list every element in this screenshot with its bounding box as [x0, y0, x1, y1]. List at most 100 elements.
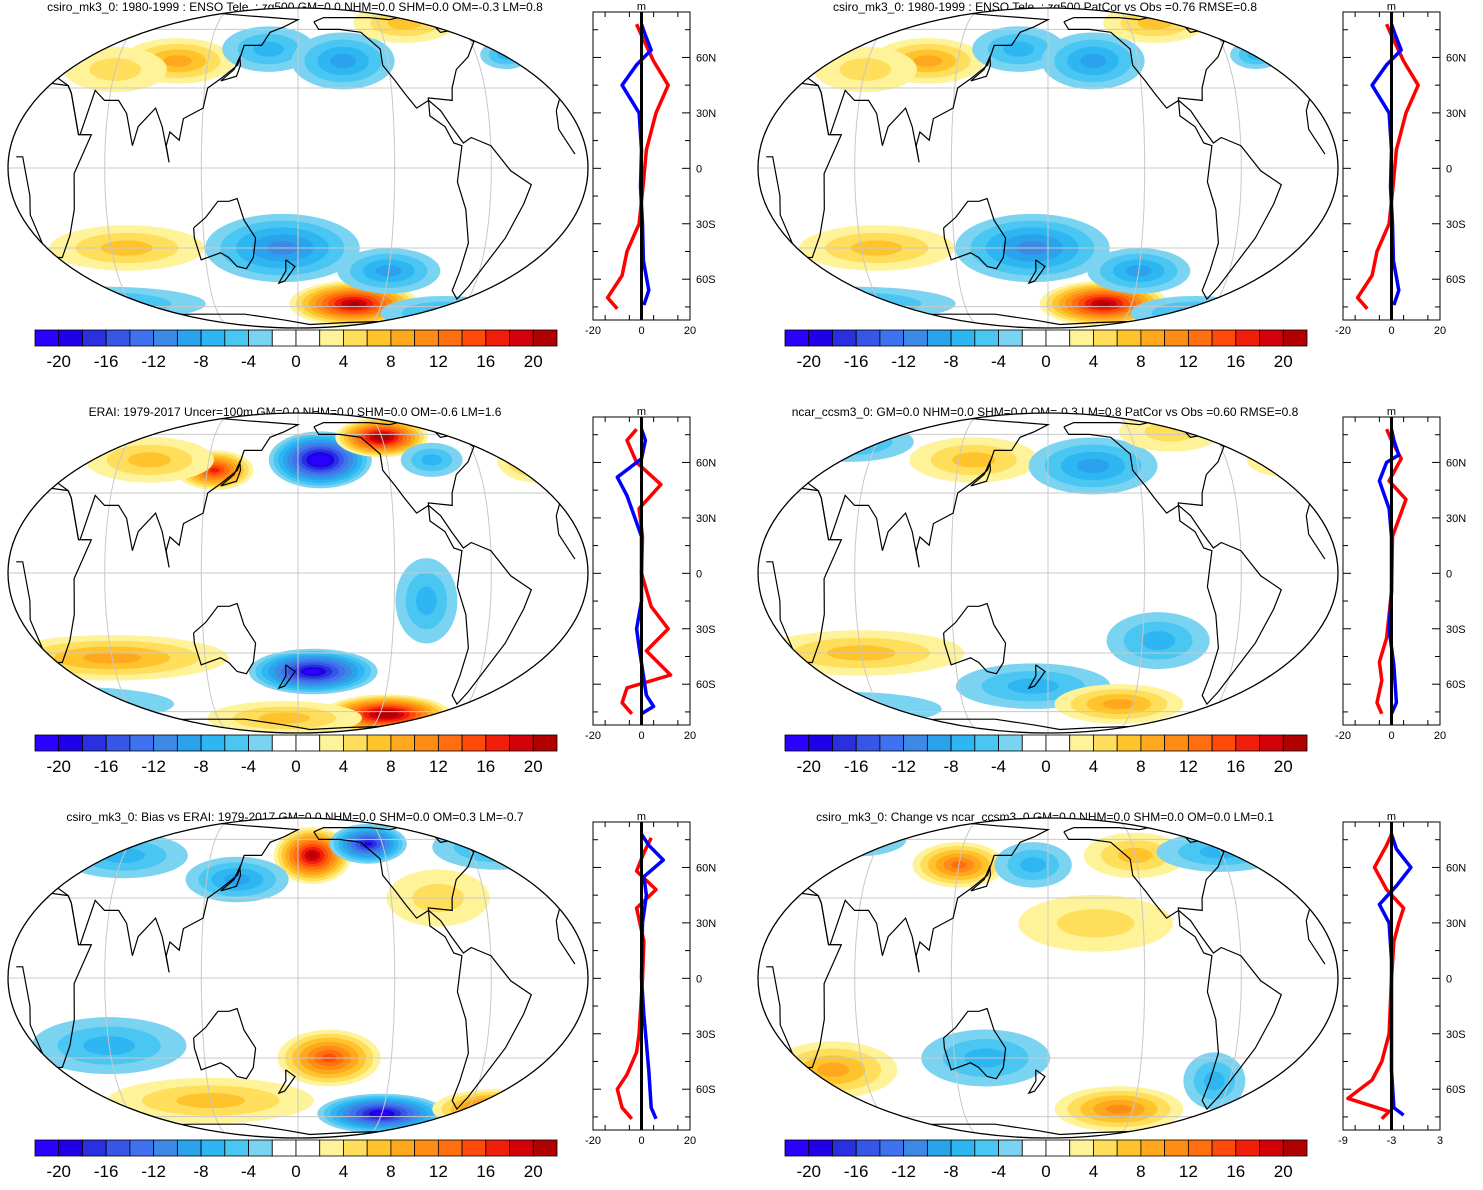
model-profile-line [1355, 23, 1420, 310]
profile-lat-label: 30N [1446, 108, 1466, 120]
profile-lat-label: 30S [696, 219, 716, 231]
colorbar-swatch [950, 734, 976, 752]
anomaly-contour [1106, 612, 1210, 670]
colorbar-label: 8 [386, 757, 395, 776]
profile-unit-label: m [637, 1, 646, 13]
anomaly-contour [395, 558, 458, 644]
colorbar-label: 0 [291, 352, 300, 371]
colorbar-swatch [153, 1139, 178, 1157]
anomaly-contour [496, 437, 575, 483]
colorbar-swatch [1259, 734, 1284, 752]
profile-lat-label: 60S [1446, 1084, 1466, 1096]
profile-lat-label: 60N [696, 457, 716, 469]
colorbar-label: -20 [796, 352, 821, 371]
colorbar-swatch [950, 1139, 976, 1157]
colorbar-label: 4 [339, 352, 348, 371]
profile-lat-label: 60N [696, 52, 716, 64]
colorbar-swatch [998, 329, 1023, 347]
colorbar-swatch [509, 734, 534, 752]
colorbar: -20 -16 -12 -8 -4 0 4 8 12 16 20 [784, 1139, 1308, 1181]
colorbar-swatch [509, 1139, 534, 1157]
profile-unit-label: m [637, 406, 646, 418]
colorbar-label: 8 [1136, 757, 1145, 776]
colorbar-swatch [1211, 1139, 1237, 1157]
zonal-profile-plot: -9 -3 3 m 60N 30N 0 30S 60S [1338, 811, 1466, 1147]
colorbar-label: 12 [429, 757, 448, 776]
anomaly-contour [480, 40, 532, 70]
profile-x-tick-label: -20 [585, 730, 601, 742]
colorbar-swatch [855, 1139, 881, 1157]
anomaly-contour [1018, 894, 1173, 952]
colorbar-swatch [1021, 329, 1047, 347]
zonal-profile-plot: -20 0 20 m 60N 30N 0 30S 60S [1335, 1, 1466, 337]
colorbar-swatch [343, 1139, 368, 1157]
profile-unit-label: m [1387, 811, 1396, 823]
colorbar-label: 16 [1226, 1162, 1245, 1181]
colorbar-label: -4 [241, 352, 256, 371]
profile-lat-label: 30N [696, 513, 716, 525]
colorbar-label: 8 [386, 1162, 395, 1181]
colorbar-swatch [271, 1139, 297, 1157]
map-panel: csiro_mk3_0: Change vs ncar_ccsm3_0 GM=0… [750, 810, 1483, 1181]
colorbar-swatch [200, 1139, 226, 1157]
anomaly-contour [185, 856, 289, 903]
colorbar-label: -20 [46, 1162, 71, 1181]
colorbar-label: 12 [1179, 757, 1198, 776]
colorbar-swatch [832, 734, 857, 752]
colorbar-label: -16 [844, 1162, 869, 1181]
colorbar-swatch [343, 329, 368, 347]
map-plot [7, 817, 589, 1139]
colorbar-label: -16 [844, 757, 869, 776]
colorbar-label: -12 [891, 757, 916, 776]
colorbar-swatch [1259, 1139, 1284, 1157]
anomaly-contour [1054, 684, 1184, 724]
colorbar-label: 0 [1041, 757, 1050, 776]
colorbar-label: -8 [194, 757, 209, 776]
profile-lat-label: 30N [696, 108, 716, 120]
profile-lat-label: 30S [696, 1029, 716, 1041]
profile-x-tick-label: 20 [684, 730, 696, 742]
profile-x-tick-label: 0 [638, 730, 644, 742]
colorbar-swatch [485, 734, 510, 752]
colorbar-swatch [1069, 1139, 1094, 1157]
colorbar-swatch [153, 329, 178, 347]
colorbar-swatch [784, 329, 810, 347]
anomaly-contour [994, 842, 1072, 888]
colorbar-swatch [1187, 1139, 1213, 1157]
colorbar-swatch [1021, 1139, 1047, 1157]
map-panel: ERAI: 1979-2017 Uncer=100m GM=0.0 NHM=0.… [0, 405, 733, 776]
profile-lat-label: 0 [696, 163, 702, 175]
colorbar: -20 -16 -12 -8 -4 0 4 8 12 16 20 [34, 734, 558, 776]
panel-title: csiro_mk3_0: Bias vs ERAI: 1979-2017 GM=… [66, 810, 524, 824]
profile-x-tick-label: 20 [684, 325, 696, 337]
colorbar-swatch [153, 734, 178, 752]
colorbar-swatch [1140, 329, 1166, 347]
colorbar-swatch [855, 329, 881, 347]
colorbar-label: 12 [1179, 1162, 1198, 1181]
colorbar-label: -12 [141, 352, 166, 371]
colorbar-swatch [366, 329, 392, 347]
colorbar-label: -4 [991, 352, 1006, 371]
colorbar-swatch [1187, 329, 1213, 347]
anomaly-contour [85, 437, 214, 483]
colorbar: -20 -16 -12 -8 -4 0 4 8 12 16 20 [784, 329, 1308, 371]
colorbar-label: 12 [429, 352, 448, 371]
colorbar-swatch [176, 329, 202, 347]
colorbar-swatch [437, 1139, 463, 1157]
profile-lat-label: 30S [1446, 219, 1466, 231]
colorbar-swatch [1211, 329, 1237, 347]
profile-lat-label: 0 [1446, 973, 1452, 985]
colorbar-label: -12 [141, 1162, 166, 1181]
profile-lat-label: 0 [1446, 163, 1452, 175]
colorbar-swatch [390, 329, 416, 347]
colorbar-swatch [1116, 1139, 1142, 1157]
profile-unit-label: m [1387, 1, 1396, 13]
profile-x-tick-label: -9 [1338, 1135, 1348, 1147]
obs-profile-line [620, 23, 653, 306]
anomaly-contour [803, 822, 907, 857]
map-border [757, 7, 1339, 329]
profile-lat-label: 60N [1446, 862, 1466, 874]
colorbar-swatch [1235, 734, 1260, 752]
anomaly-contour [400, 442, 463, 477]
colorbar-label: 8 [1136, 1162, 1145, 1181]
